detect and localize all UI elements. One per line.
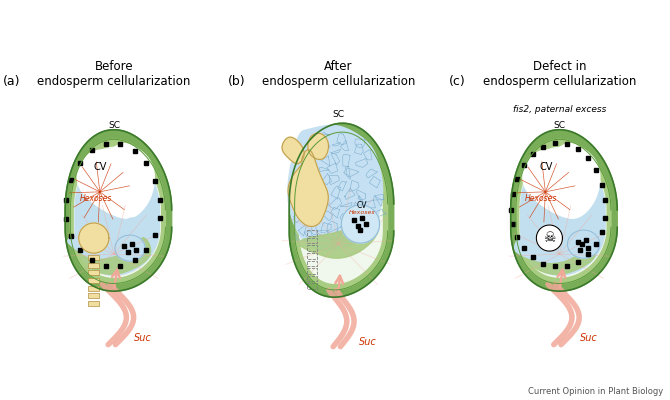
Bar bbox=[88, 270, 99, 276]
Text: (a): (a) bbox=[3, 75, 21, 88]
Text: CV: CV bbox=[94, 162, 107, 172]
Polygon shape bbox=[74, 147, 160, 277]
Text: (c): (c) bbox=[449, 75, 466, 88]
Text: ☠: ☠ bbox=[543, 231, 555, 245]
Polygon shape bbox=[68, 218, 144, 258]
Text: CV: CV bbox=[356, 201, 367, 210]
Polygon shape bbox=[282, 137, 304, 164]
Polygon shape bbox=[299, 140, 382, 283]
Polygon shape bbox=[288, 126, 383, 250]
Polygon shape bbox=[308, 133, 328, 160]
Polygon shape bbox=[298, 218, 379, 258]
Polygon shape bbox=[342, 205, 380, 243]
Text: Hexoses: Hexoses bbox=[80, 194, 112, 203]
Text: Suc: Suc bbox=[134, 332, 151, 342]
Polygon shape bbox=[520, 147, 606, 277]
Title: After
endosperm cellularization: After endosperm cellularization bbox=[262, 60, 415, 88]
Bar bbox=[88, 293, 99, 298]
Polygon shape bbox=[516, 139, 611, 284]
Polygon shape bbox=[288, 150, 328, 226]
Text: Current Opinion in Plant Biology: Current Opinion in Plant Biology bbox=[528, 387, 663, 396]
Polygon shape bbox=[511, 130, 617, 291]
Polygon shape bbox=[515, 218, 596, 262]
Text: SC: SC bbox=[553, 120, 565, 130]
Polygon shape bbox=[523, 144, 600, 218]
Text: Hexoses: Hexoses bbox=[348, 210, 375, 215]
Text: fis2, paternal excess: fis2, paternal excess bbox=[513, 105, 606, 114]
Polygon shape bbox=[567, 230, 600, 258]
Bar bbox=[88, 286, 99, 291]
Text: Suc: Suc bbox=[358, 337, 376, 346]
Polygon shape bbox=[521, 150, 605, 275]
Polygon shape bbox=[76, 238, 151, 274]
Polygon shape bbox=[521, 238, 596, 274]
Text: Suc: Suc bbox=[580, 332, 597, 342]
Text: SC: SC bbox=[108, 120, 120, 130]
Polygon shape bbox=[79, 223, 109, 253]
Polygon shape bbox=[537, 225, 563, 251]
Polygon shape bbox=[295, 132, 388, 290]
Polygon shape bbox=[115, 235, 145, 261]
Bar bbox=[88, 301, 99, 306]
Polygon shape bbox=[70, 139, 165, 284]
Polygon shape bbox=[289, 123, 394, 297]
Text: (b): (b) bbox=[228, 75, 245, 88]
Title: Defect in
endosperm cellularization: Defect in endosperm cellularization bbox=[483, 60, 636, 88]
Title: Before
endosperm cellularization: Before endosperm cellularization bbox=[38, 60, 190, 88]
Polygon shape bbox=[78, 144, 154, 218]
Text: CV: CV bbox=[539, 162, 553, 172]
Bar bbox=[88, 278, 99, 283]
Text: Hexoses: Hexoses bbox=[525, 194, 557, 203]
Polygon shape bbox=[75, 150, 159, 275]
Bar bbox=[88, 263, 99, 268]
Text: SC: SC bbox=[332, 110, 344, 120]
Polygon shape bbox=[65, 130, 172, 291]
Bar bbox=[88, 255, 99, 260]
